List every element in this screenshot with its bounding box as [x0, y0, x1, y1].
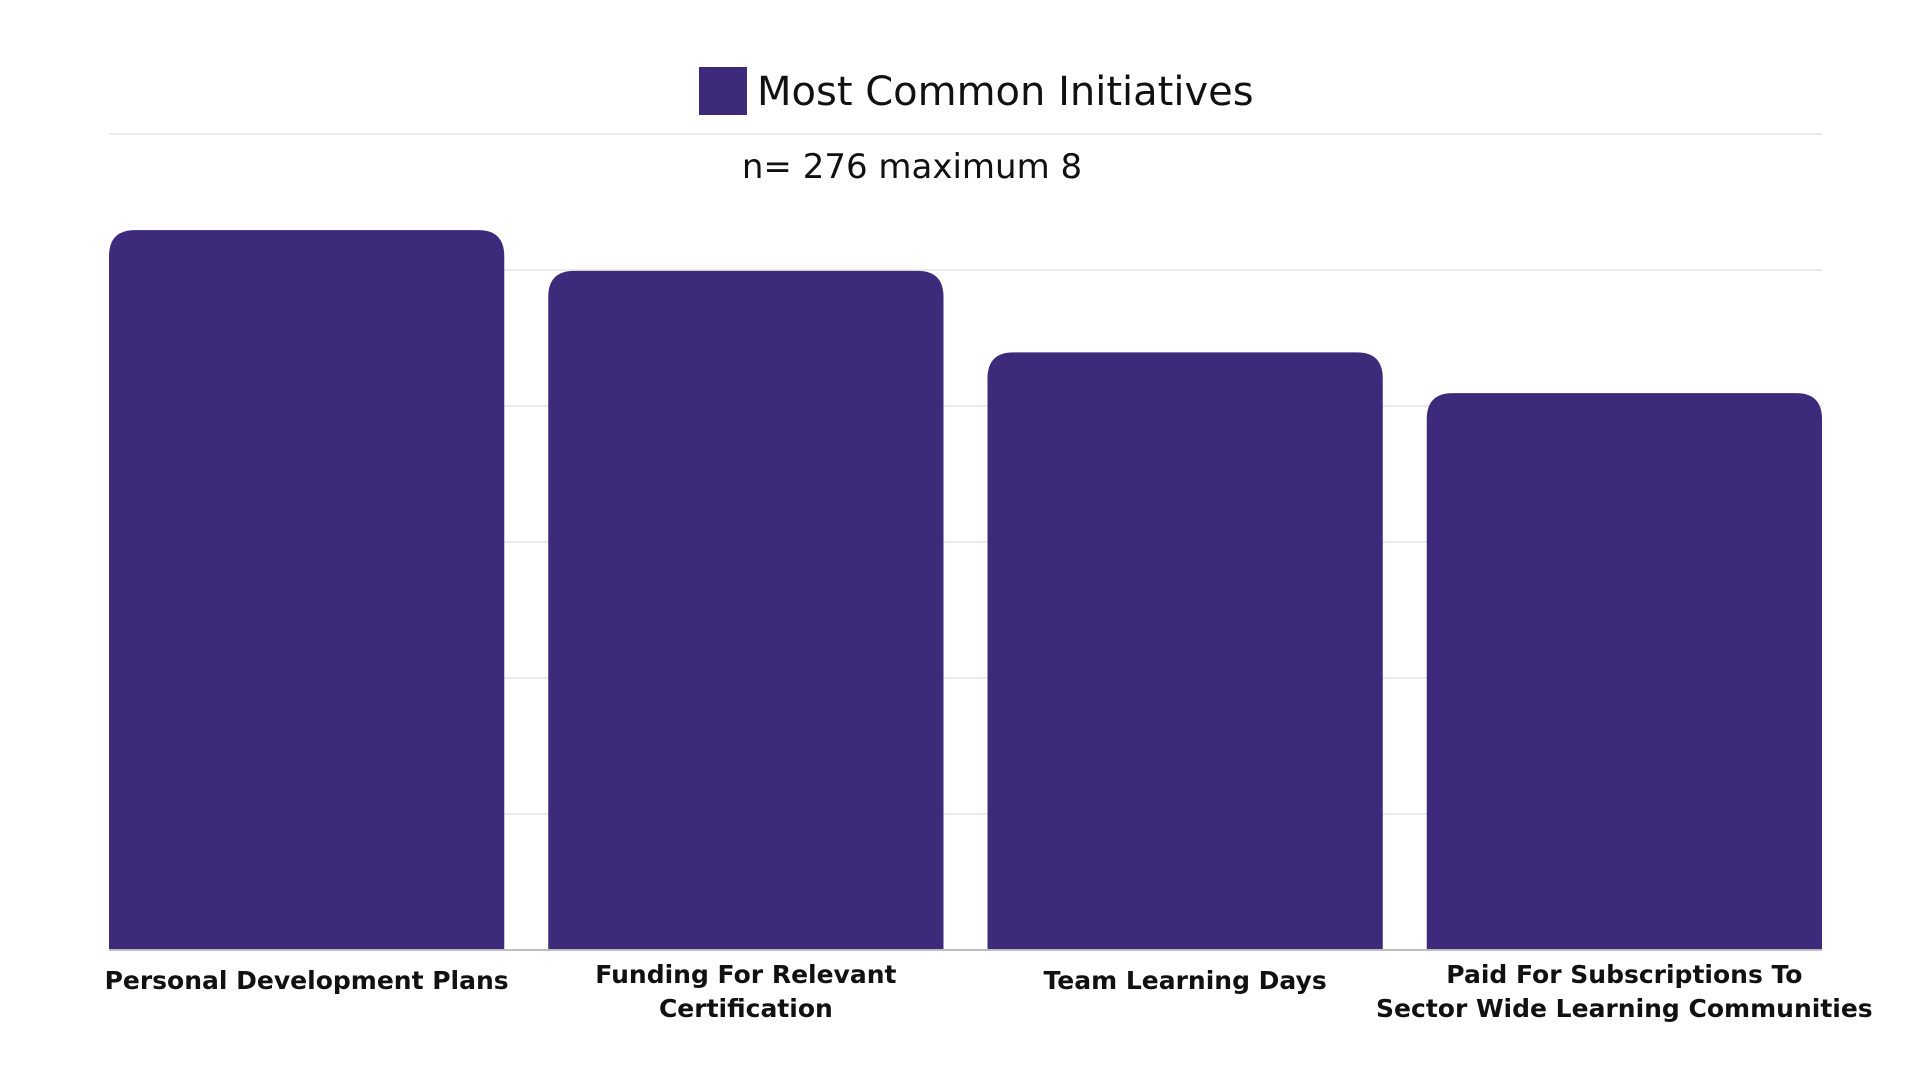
x-tick-label: Paid For Subscriptions To Sector Wide Lea… [1376, 960, 1873, 1023]
bar [987, 352, 1383, 950]
bar [1426, 393, 1822, 950]
x-tick-label: Personal Development Plans [105, 966, 509, 995]
legend-label: Most Common Initiatives [757, 69, 1254, 115]
x-tick-label: Funding For Relevant Certification [595, 960, 896, 1023]
bar [548, 270, 944, 950]
x-tick-label: Team Learning Days [1044, 966, 1327, 995]
bar [109, 230, 505, 951]
x-axis-labels: Personal Development Plans Funding For Re… [105, 960, 1873, 1023]
bars [109, 230, 1822, 951]
legend-swatch [699, 67, 747, 115]
legend: Most Common Initiatives [699, 67, 1254, 115]
chart-subtitle: n= 276 maximum 8 [742, 147, 1082, 187]
